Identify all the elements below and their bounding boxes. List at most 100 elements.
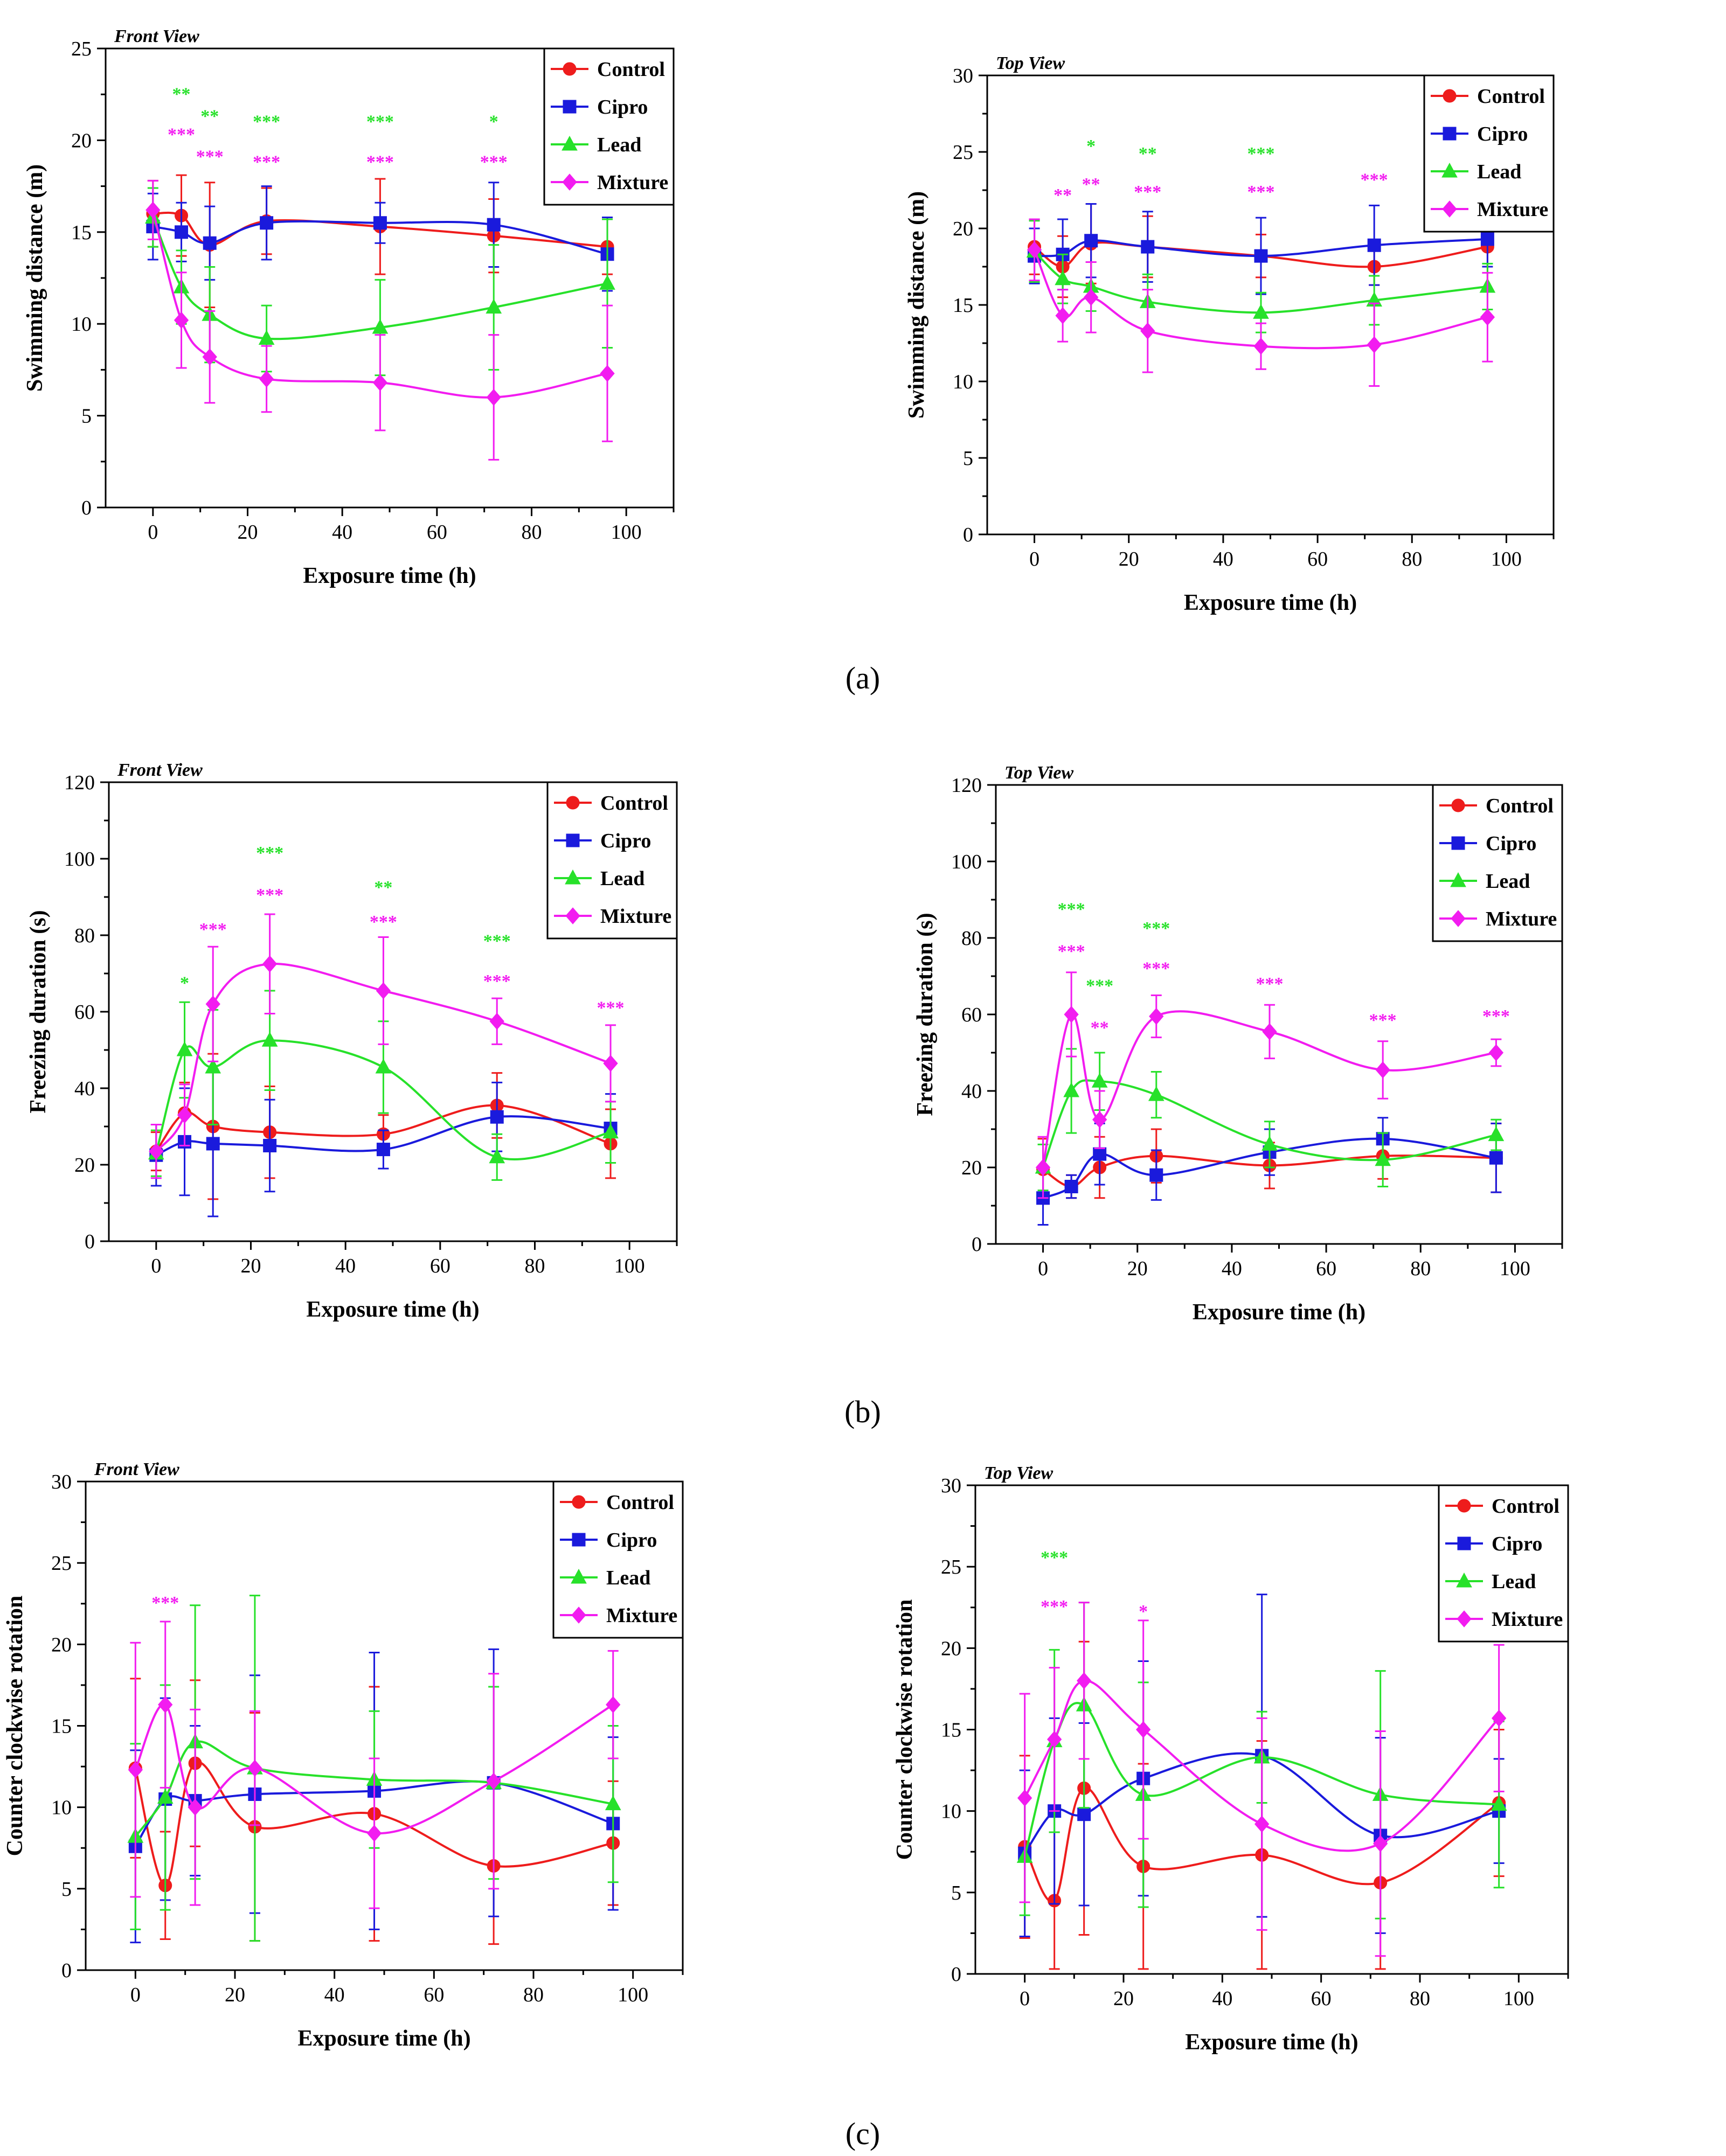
chart-c-front-view: Front View 0 20 40 60 80 100 0 5 10 15 20 25 30 Exposu… [3,1459,684,2051]
y-tick-label: 20 [71,129,92,152]
data-point [262,955,278,973]
legend-marker [1457,1536,1471,1550]
significance-annotation: * [1139,1602,1148,1622]
data-point [1092,1111,1107,1129]
significance-annotation: *** [1041,1548,1068,1568]
x-tick-label: 20 [225,1984,245,2006]
significance-annotation: ** [200,106,219,126]
x-axis-label: Exposure time (h) [297,2026,470,2051]
y-axis-label: Swimming distance (m) [904,191,929,419]
significance-annotation: *** [1134,182,1161,202]
data-point [489,1148,505,1164]
y-tick-label: 80 [961,927,982,950]
data-point [1149,1168,1163,1182]
data-point [1091,1073,1108,1088]
data-point [260,216,274,230]
data-point [149,1143,164,1160]
significance-annotation: *** [597,998,625,1018]
x-tick-label: 40 [332,521,352,544]
legend-label: Lead [597,134,641,156]
data-point [600,365,615,382]
y-tick-label: 5 [81,405,92,428]
x-tick-label: 0 [1020,1987,1030,2010]
x-tick-label: 40 [1222,1257,1242,1280]
series-mixture [1035,971,1504,1199]
significance-annotation: *** [1482,1006,1510,1026]
y-tick-label: 20 [941,1637,961,1660]
panel-label: (a) [845,660,880,696]
data-point [373,216,387,230]
data-point [1140,322,1155,340]
chart-title: Front View [117,760,203,780]
data-point [1254,249,1268,263]
legend-marker [572,1533,586,1547]
data-point [486,1772,501,1790]
legend-marker [1443,127,1457,141]
x-tick-label: 100 [614,1255,645,1277]
legend-label: Cipro [600,830,651,852]
data-point [1480,232,1494,246]
x-tick-label: 0 [1038,1257,1048,1280]
y-tick-label: 20 [51,1633,72,1656]
series-mixture [1027,218,1495,387]
significance-annotation: ** [1082,175,1100,194]
legend-marker [565,869,581,885]
data-point [1093,1147,1107,1161]
x-tick-label: 100 [1500,1257,1530,1280]
data-point [1375,1151,1391,1166]
legend-marker [1457,1610,1472,1628]
y-tick-label: 25 [71,38,92,60]
significance-annotation: *** [151,1593,179,1613]
y-tick-label: 100 [951,851,982,873]
significance-annotation: *** [483,971,511,991]
significance-annotation: *** [1086,976,1113,996]
significance-annotation: *** [1058,899,1085,919]
data-point [157,1789,174,1804]
legend-marker [563,100,577,114]
x-tick-label: 60 [424,1984,444,2006]
x-axis-label: Exposure time (h) [1184,590,1357,615]
y-tick-label: 15 [51,1715,72,1738]
data-point [602,1123,619,1139]
legend-label: Mixture [1477,198,1548,221]
y-tick-label: 0 [972,1233,982,1256]
legend-marker [562,173,577,191]
legend-label: Lead [1486,870,1530,893]
x-tick-label: 60 [430,1255,450,1277]
series-mixture [149,913,618,1179]
legend-marker [566,833,580,847]
x-tick-label: 40 [324,1984,345,2006]
x-tick-label: 80 [525,1255,545,1277]
y-tick-label: 30 [51,1471,72,1493]
x-tick-label: 20 [238,521,258,544]
legend-label: Lead [600,867,644,890]
series-line [1042,1137,1496,1199]
chart-a-top-view: Top View 0 20 40 60 80 100 0 5 10 15 20 25 30 Exposure… [904,53,1555,615]
data-point [188,1798,203,1816]
legend-label: Control [600,792,668,815]
data-point [1489,1151,1503,1165]
legend-marker [1451,910,1466,927]
series-lead [1035,1048,1505,1192]
significance-annotation: ** [374,878,392,898]
legend-marker [563,62,577,76]
significance-annotation: *** [253,152,280,172]
significance-annotation: *** [196,147,224,166]
legend-label: Cipro [1492,1533,1542,1555]
x-tick-label: 40 [335,1255,356,1277]
series-line [153,220,608,255]
significance-annotation: *** [1361,170,1388,190]
data-point [1035,1159,1051,1176]
x-tick-label: 20 [1127,1257,1148,1280]
series-mixture [1017,1602,1507,1957]
series-mixture [145,179,615,461]
y-tick-label: 120 [64,771,95,794]
x-axis-label: Exposure time (h) [1193,1300,1365,1325]
legend-marker [566,796,580,810]
y-tick-label: 10 [953,371,973,393]
legend: Control Cipro Lead Mixture [546,781,678,940]
y-tick-label: 20 [961,1157,982,1179]
data-point [486,388,501,406]
series-mixture [128,1621,621,1909]
y-tick-label: 60 [961,1004,982,1026]
